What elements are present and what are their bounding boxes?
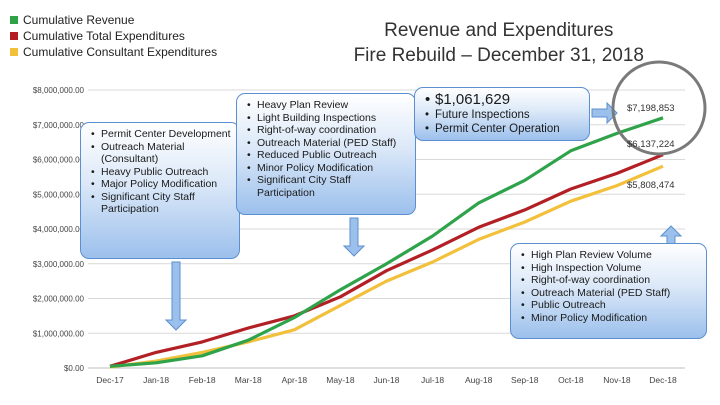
y-tick-label: $6,000,000.00 xyxy=(33,156,85,165)
callout-item: Reduced Public Outreach xyxy=(243,149,409,162)
legend-swatch-total xyxy=(10,32,18,40)
series-line-0 xyxy=(109,116,664,368)
title-line-2: Fire Rebuild – December 31, 2018 xyxy=(353,45,644,66)
x-tick-label: Nov-18 xyxy=(603,375,631,385)
callout-item: Future Inspections xyxy=(421,108,583,122)
legend-label-total: Cumulative Total Expenditures xyxy=(23,29,185,43)
callout-item: Light Building Inspections xyxy=(243,112,409,125)
x-tick-label: Oct-18 xyxy=(558,375,584,385)
x-tick-label: Sep-18 xyxy=(511,375,539,385)
x-tick-label: May-18 xyxy=(326,375,355,385)
callout-item: Outreach Material (PED Staff) xyxy=(243,137,409,150)
y-tick-label: $5,000,000.00 xyxy=(33,190,85,199)
callout-item: Minor Policy Modification xyxy=(517,312,700,325)
callout-item: Minor Policy Modification xyxy=(243,162,409,175)
arrow-down-phase-2 xyxy=(342,217,366,257)
x-tick-label: Jun-18 xyxy=(374,375,400,385)
end-label-consultant: $5,808,474 xyxy=(627,180,675,191)
series-line-2 xyxy=(109,164,664,369)
legend-item-consultant: Cumulative Consultant Expenditures xyxy=(10,44,217,60)
callout-item: Major Policy Modification xyxy=(87,178,233,191)
y-tick-label: $2,000,000.00 xyxy=(33,295,85,304)
arrow-right-balance xyxy=(591,101,618,125)
callout-item: Significant City Staff Participation xyxy=(243,174,409,199)
end-label-total: $6,137,224 xyxy=(627,139,675,150)
x-tick-label: Feb-18 xyxy=(189,375,216,385)
callout-phase-1: Permit Center Development Outreach Mater… xyxy=(80,122,240,259)
highlight-circle xyxy=(611,60,707,156)
callout-item: Right-of-way coordination xyxy=(517,274,700,287)
legend-label-consultant: Cumulative Consultant Expenditures xyxy=(23,45,218,59)
series-line-1 xyxy=(109,153,664,368)
callout-item: High Plan Review Volume xyxy=(517,249,700,262)
balance-amount: $1,061,629 xyxy=(421,91,583,108)
legend-swatch-revenue xyxy=(10,16,18,24)
title-line-1: Revenue and Expenditures xyxy=(384,20,614,41)
callout-item: Heavy Public Outreach xyxy=(87,166,233,179)
callout-phase-2: Heavy Plan Review Light Building Inspect… xyxy=(236,93,416,215)
callout-item: Right-of-way coordination xyxy=(243,124,409,137)
end-label-revenue: $7,198,853 xyxy=(627,103,675,114)
callout-item: Heavy Plan Review xyxy=(243,99,409,112)
legend-label-revenue: Cumulative Revenue xyxy=(23,13,135,27)
callout-remaining-balance: $1,061,629 Future Inspections Permit Cen… xyxy=(414,87,590,141)
y-tick-label: $3,000,000.00 xyxy=(33,260,85,269)
callout-item: Public Outreach xyxy=(517,299,700,312)
arrow-down-phase-1 xyxy=(164,261,188,331)
x-tick-label: Jan-18 xyxy=(143,375,169,385)
x-tick-label: Dec-18 xyxy=(649,375,677,385)
x-tick-label: Apr-18 xyxy=(282,375,308,385)
y-tick-label: $8,000,000.00 xyxy=(33,86,85,95)
legend-item-revenue: Cumulative Revenue xyxy=(10,12,217,28)
callout-arrows xyxy=(164,101,683,331)
chart-title: Revenue and Expenditures Fire Rebuild – … xyxy=(354,18,644,68)
callout-item: Significant City Staff Participation xyxy=(87,191,233,216)
y-tick-label: $4,000,000.00 xyxy=(33,225,85,234)
callout-item: Outreach Material (PED Staff) xyxy=(517,287,700,300)
x-tick-label: Jul-18 xyxy=(421,375,444,385)
callout-item: Permit Center Operation xyxy=(421,122,583,136)
x-tick-label: Mar-18 xyxy=(235,375,262,385)
y-tick-label: $0.00 xyxy=(64,364,85,373)
callout-phase-3: High Plan Review Volume High Inspection … xyxy=(510,243,707,339)
callout-item: High Inspection Volume xyxy=(517,262,700,275)
legend-swatch-consultant xyxy=(10,48,18,56)
y-tick-label: $7,000,000.00 xyxy=(33,121,85,130)
y-tick-label: $1,000,000.00 xyxy=(33,329,85,338)
x-tick-label: Aug-18 xyxy=(465,375,493,385)
series-lines xyxy=(109,116,664,369)
legend-item-total: Cumulative Total Expenditures xyxy=(10,28,217,44)
x-tick-label: Dec-17 xyxy=(96,375,124,385)
callout-item: Outreach Material (Consultant) xyxy=(87,141,233,166)
legend: Cumulative Revenue Cumulative Total Expe… xyxy=(10,12,217,60)
callout-item: Permit Center Development xyxy=(87,128,233,141)
y-axis-ticks: $0.00 $1,000,000.00 $2,000,000.00 $3,000,00… xyxy=(33,86,85,373)
x-axis-ticks: Dec-17 Jan-18 Feb-18 Mar-18 Apr-18 May-18 Jun-… xyxy=(96,375,677,385)
